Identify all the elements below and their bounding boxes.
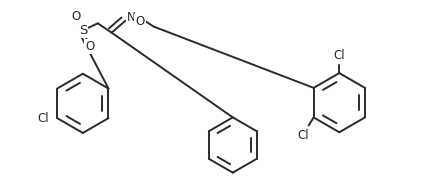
Text: Cl: Cl [333, 48, 345, 61]
Text: O: O [135, 15, 145, 28]
Text: O: O [85, 40, 95, 53]
Text: O: O [72, 10, 81, 23]
Text: Cl: Cl [37, 112, 49, 125]
Text: Cl: Cl [298, 129, 309, 142]
Text: N: N [127, 11, 136, 24]
Text: S: S [79, 23, 87, 36]
